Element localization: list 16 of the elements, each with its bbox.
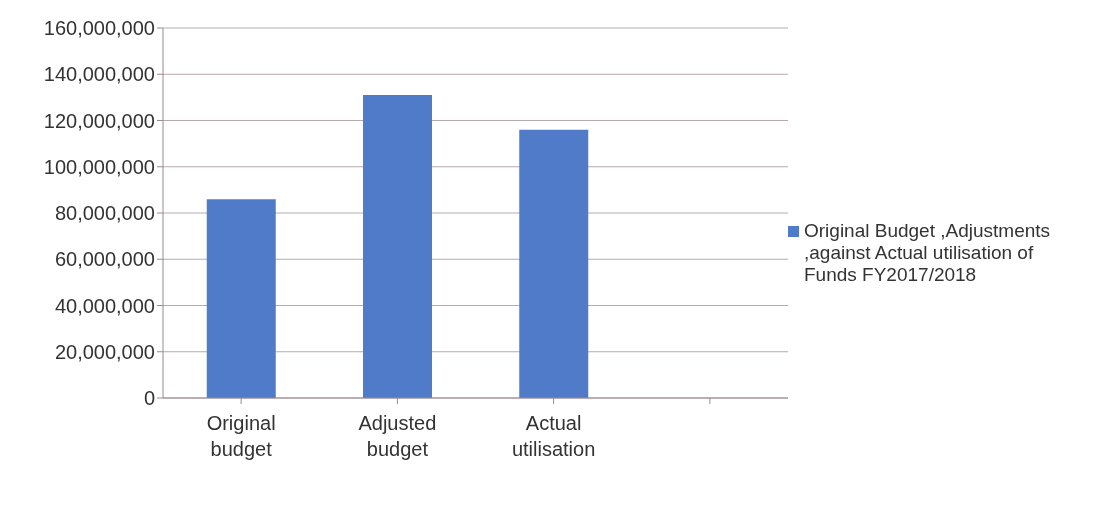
bar [206, 199, 276, 398]
x-tick-label: Actual utilisation [511, 412, 596, 460]
y-tick-label: 20,000,000 [54, 340, 155, 363]
x-tick-label: Adjusted budget [358, 412, 437, 460]
y-tick-label: 140,000,000 [43, 63, 155, 86]
bar [519, 129, 589, 398]
y-tick-label: 120,000,000 [43, 109, 155, 132]
y-tick-label: 80,000,000 [54, 202, 155, 225]
x-tick-label: Original budget [206, 412, 276, 460]
y-tick-label: 40,000,000 [54, 294, 155, 317]
y-tick-label: 100,000,000 [43, 155, 155, 178]
bar [363, 95, 432, 398]
y-tick-label: 0 [143, 387, 155, 410]
legend-label: Original Budget ,Adjustments ,against Actual utilisation of Funds FY2017/2018 [804, 220, 1052, 286]
y-tick-label: 160,000,000 [43, 17, 155, 40]
y-tick-label: 60,000,000 [54, 248, 155, 271]
